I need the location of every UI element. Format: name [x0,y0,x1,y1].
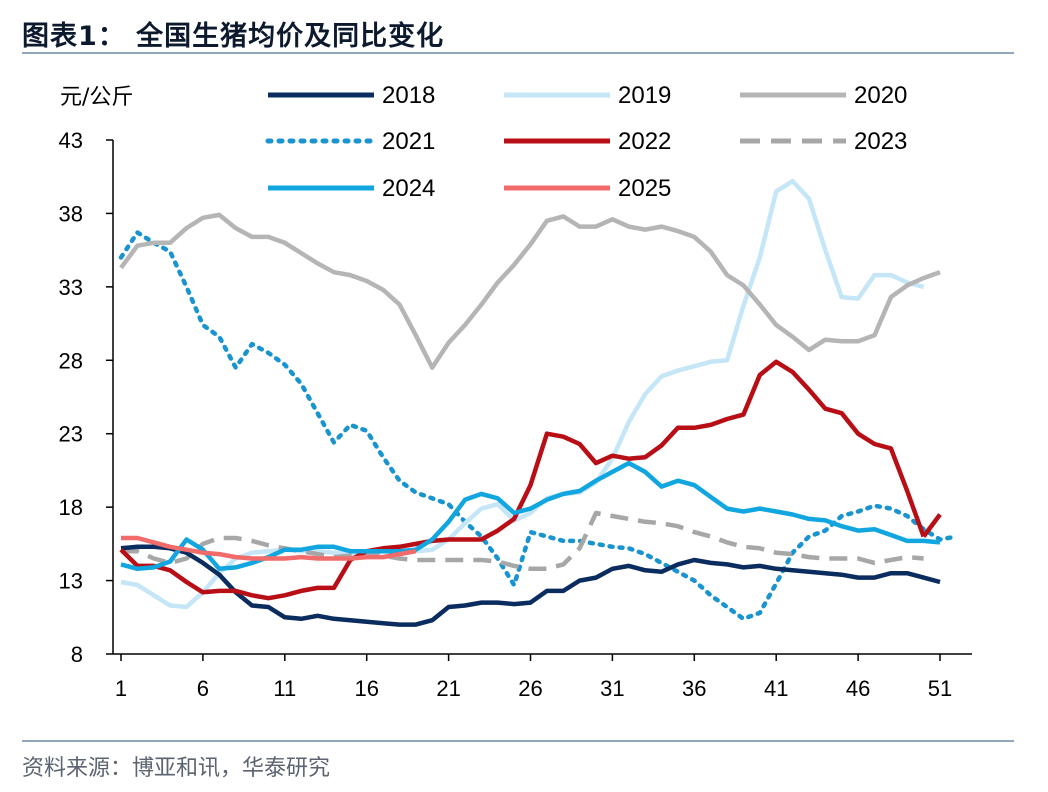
x-tick-label-11: 11 [273,676,296,701]
y-tick-label-38: 38 [59,201,83,226]
legend-label-2018: 2018 [382,82,435,109]
x-tick-label-1: 1 [115,676,127,701]
legend-label-2023: 2023 [854,128,907,155]
x-tick-label-21: 21 [436,676,460,701]
title-rule [22,52,1014,54]
x-tick-label-51: 51 [928,676,952,701]
x-axis-ticks: 1 6 11 16 21 26 31 36 41 46 51 [115,654,952,701]
y-tick-label-43: 43 [59,128,83,153]
series-layer [118,178,959,627]
y-axis-ticks: 8 13 18 23 28 33 38 43 [59,128,113,667]
series-line-2021 [118,230,959,622]
chart-title: 图表1： 全国生猪均价及同比变化 [22,21,445,52]
x-tick-label-41: 41 [764,676,788,701]
y-tick-label-13: 13 [59,569,83,594]
series-line-2023 [121,510,924,572]
legend-label-2020: 2020 [854,82,907,109]
x-tick-label-36: 36 [682,676,706,701]
series-line-2022 [119,359,926,601]
legend-label-2024: 2024 [382,175,435,202]
series-line-2020 [119,212,941,370]
source-note: 资料来源：博亚和讯，华泰研究 [22,756,331,781]
series-line-2025 [121,535,417,561]
y-tick-label-23: 23 [59,422,83,447]
y-tick-label-8: 8 [71,642,83,667]
y-tick-label-33: 33 [59,275,83,300]
x-tick-label-46: 46 [846,676,870,701]
x-tick-label-26: 26 [518,676,542,701]
legend: 2018 2019 2020 2021 2022 2023 2024 2025 [265,82,907,202]
legend-label-2022: 2022 [618,128,671,155]
legend-label-2025: 2025 [618,175,671,202]
source-rule [22,740,1014,742]
legend-label-2019: 2019 [618,82,671,109]
series-line-2024 [120,460,941,572]
y-tick-label-28: 28 [59,348,83,373]
x-tick-label-16: 16 [354,676,378,701]
legend-label-2021: 2021 [382,128,435,155]
series-line-2018 [120,544,941,627]
series-line-2022-tail [921,513,942,538]
series-line-2019 [120,178,925,610]
x-tick-label-31: 31 [600,676,624,701]
y-tick-label-18: 18 [59,495,83,520]
x-tick-label-6: 6 [197,676,209,701]
y-axis-unit-label: 元/公斤 [60,85,133,110]
